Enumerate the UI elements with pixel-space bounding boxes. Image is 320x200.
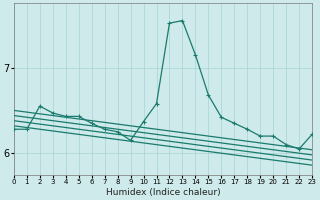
X-axis label: Humidex (Indice chaleur): Humidex (Indice chaleur) — [106, 188, 220, 197]
